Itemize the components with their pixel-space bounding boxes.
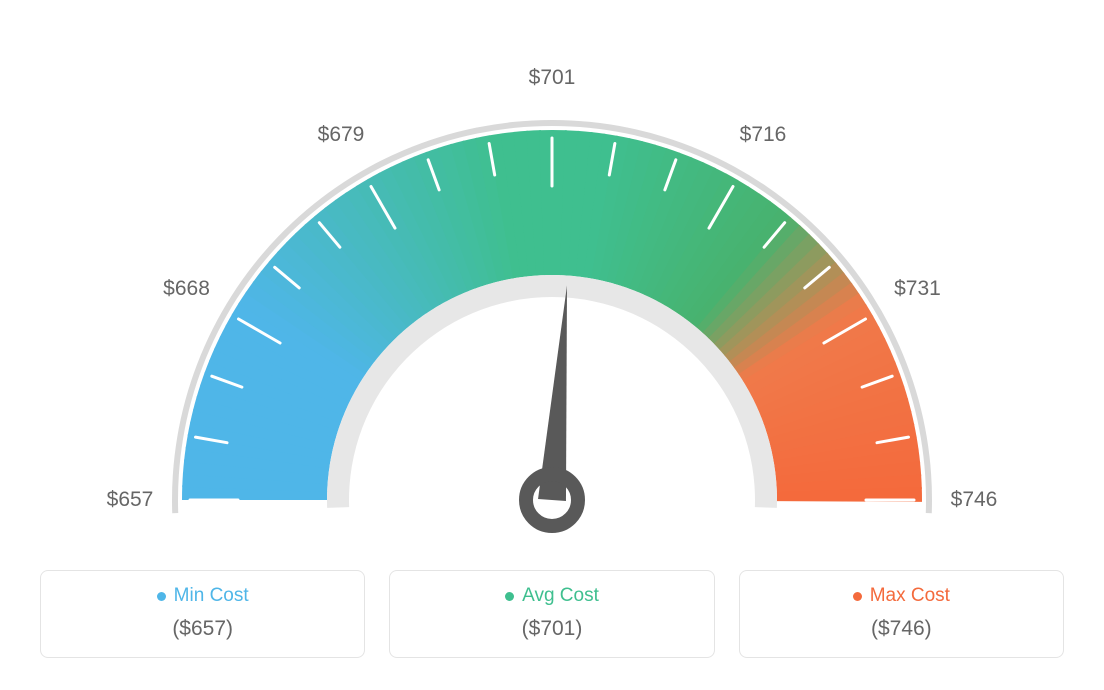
- legend-card: Max Cost ($746): [739, 570, 1064, 658]
- legend-card-header: Min Cost: [41, 585, 364, 607]
- gauge-tick-label: $668: [163, 277, 210, 301]
- gauge-tick-label: $746: [951, 488, 998, 512]
- legend-value: ($746): [740, 617, 1063, 641]
- legend-value: ($701): [390, 617, 713, 641]
- legend-label: Avg Cost: [522, 585, 599, 607]
- gauge-tick-label: $657: [107, 488, 154, 512]
- legend-card-header: Avg Cost: [390, 585, 713, 607]
- gauge-tick-label: $716: [740, 123, 787, 147]
- legend-card: Min Cost ($657): [40, 570, 365, 658]
- legend-row: Min Cost ($657) Avg Cost ($701) Max Cost ($74…: [40, 570, 1064, 658]
- gauge-tick-label: $731: [894, 277, 941, 301]
- gauge-tick-label: $701: [529, 66, 576, 90]
- cost-gauge-chart: $657 $668 $679 $701 $716 $731 $746 Min Cost ($6…: [0, 0, 1104, 690]
- legend-label: Max Cost: [870, 585, 950, 607]
- legend-value: ($657): [41, 617, 364, 641]
- gauge-area: $657 $668 $679 $701 $716 $731 $746: [40, 20, 1064, 560]
- legend-dot-icon: [505, 592, 514, 601]
- gauge-tick-label: $679: [318, 123, 365, 147]
- legend-dot-icon: [157, 592, 166, 601]
- legend-card-header: Max Cost: [740, 585, 1063, 607]
- legend-dot-icon: [853, 592, 862, 601]
- legend-label: Min Cost: [174, 585, 249, 607]
- legend-card: Avg Cost ($701): [389, 570, 714, 658]
